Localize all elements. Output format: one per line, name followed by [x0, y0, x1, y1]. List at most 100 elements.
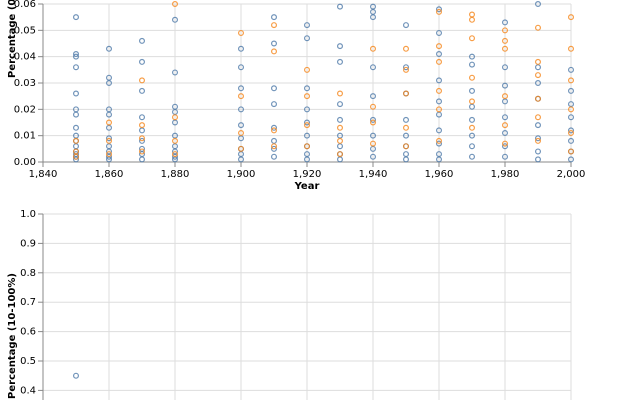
point	[304, 132, 311, 139]
point	[139, 37, 146, 44]
point	[567, 148, 574, 155]
point	[105, 153, 112, 160]
point	[403, 132, 410, 139]
point	[436, 127, 443, 134]
point	[469, 53, 476, 60]
y-tick-label: 0.6	[20, 327, 36, 338]
x-tick-label: 1,860	[95, 169, 124, 180]
point	[502, 82, 509, 89]
point	[567, 130, 574, 137]
point	[304, 35, 311, 42]
point	[139, 77, 146, 84]
point	[172, 16, 179, 23]
point	[72, 111, 79, 118]
point	[304, 66, 311, 73]
y-tick-label: 0.03	[14, 78, 36, 89]
point	[403, 64, 410, 71]
point	[337, 156, 344, 163]
point	[567, 127, 574, 134]
point	[72, 90, 79, 97]
y-axis-title: Percentage (10-100%)	[7, 273, 18, 399]
point	[469, 61, 476, 68]
point	[403, 22, 410, 29]
point	[567, 45, 574, 52]
point	[337, 43, 344, 50]
point	[271, 127, 278, 134]
point	[567, 114, 574, 121]
point	[567, 87, 574, 94]
point	[502, 64, 509, 71]
y-tick-label: 0.06	[14, 0, 36, 10]
point	[139, 87, 146, 94]
point	[337, 137, 344, 144]
point	[436, 6, 443, 13]
point	[469, 16, 476, 23]
point	[370, 93, 377, 100]
y-tick-label: 0.05	[14, 25, 36, 36]
point	[403, 66, 410, 73]
point	[403, 90, 410, 97]
x-axis-title: Year	[294, 181, 320, 192]
point	[271, 145, 278, 152]
point	[469, 143, 476, 150]
point	[172, 151, 179, 158]
point	[172, 69, 179, 76]
point	[436, 87, 443, 94]
point	[238, 29, 245, 36]
point	[469, 116, 476, 123]
point	[534, 24, 541, 31]
point	[502, 153, 509, 160]
x-tick-label: 2,000	[557, 169, 586, 180]
point	[139, 122, 146, 129]
point	[403, 151, 410, 158]
point	[238, 45, 245, 52]
point	[72, 14, 79, 21]
point	[238, 64, 245, 71]
point	[304, 85, 311, 92]
point	[238, 145, 245, 152]
point	[534, 79, 541, 86]
y-tick-label: 0.7	[20, 297, 36, 308]
point	[72, 156, 79, 163]
point	[403, 45, 410, 52]
point	[139, 58, 146, 65]
point	[534, 137, 541, 144]
point	[304, 93, 311, 100]
point	[370, 116, 377, 123]
point	[436, 156, 443, 163]
point	[436, 58, 443, 65]
point	[337, 116, 344, 123]
point	[403, 124, 410, 131]
point	[271, 48, 278, 55]
point	[304, 122, 311, 129]
point	[304, 106, 311, 113]
point	[567, 14, 574, 21]
point	[567, 66, 574, 73]
point	[502, 37, 509, 44]
point	[139, 156, 146, 163]
x-tick-label: 1,920	[293, 169, 322, 180]
point	[370, 132, 377, 139]
point	[370, 140, 377, 147]
x-tick-label: 1,840	[29, 169, 58, 180]
point	[72, 372, 79, 379]
point	[370, 153, 377, 160]
point	[469, 98, 476, 105]
point	[567, 156, 574, 163]
point	[436, 51, 443, 58]
point	[72, 143, 79, 150]
y-tick-label: 0.01	[14, 131, 36, 142]
point	[304, 156, 311, 163]
point	[502, 93, 509, 100]
point	[105, 111, 112, 118]
point	[105, 45, 112, 52]
point	[534, 148, 541, 155]
point	[502, 143, 509, 150]
y-tick-label: 1.0	[20, 209, 36, 220]
point	[534, 122, 541, 129]
point	[72, 53, 79, 60]
point	[337, 58, 344, 65]
point	[436, 77, 443, 84]
point	[534, 58, 541, 65]
